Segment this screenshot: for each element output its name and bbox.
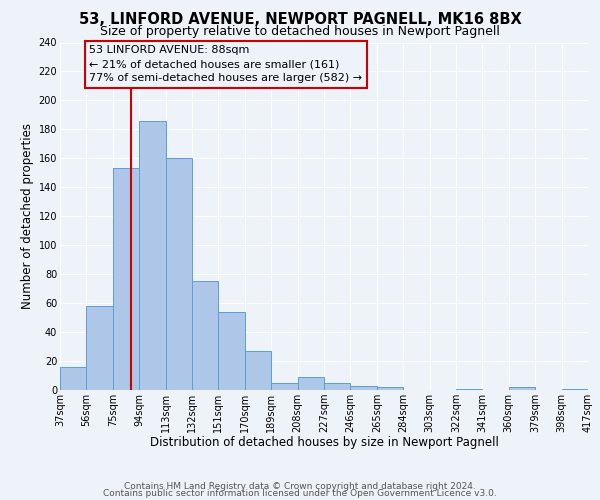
Bar [60,367,86,390]
Bar [192,282,218,390]
Bar [139,120,166,390]
Bar [271,383,298,390]
Bar [377,387,403,390]
Text: Contains HM Land Registry data © Crown copyright and database right 2024.: Contains HM Land Registry data © Crown c… [124,482,476,491]
Bar [509,387,535,390]
Text: 53 LINFORD AVENUE: 88sqm
← 21% of detached houses are smaller (161)
77% of semi-: 53 LINFORD AVENUE: 88sqm ← 21% of detach… [89,46,362,84]
Bar [218,312,245,390]
Bar [245,351,271,390]
X-axis label: Distribution of detached houses by size in Newport Pagnell: Distribution of detached houses by size … [149,436,499,450]
Bar [298,377,324,390]
Text: Contains public sector information licensed under the Open Government Licence v3: Contains public sector information licen… [103,489,497,498]
Bar [86,306,113,390]
Text: Size of property relative to detached houses in Newport Pagnell: Size of property relative to detached ho… [100,25,500,38]
Text: 53, LINFORD AVENUE, NEWPORT PAGNELL, MK16 8BX: 53, LINFORD AVENUE, NEWPORT PAGNELL, MK1… [79,12,521,28]
Bar [113,168,139,390]
Y-axis label: Number of detached properties: Number of detached properties [22,123,34,309]
Bar [562,388,588,390]
Bar [324,383,350,390]
Bar [166,158,192,390]
Bar [350,386,377,390]
Bar [456,388,482,390]
